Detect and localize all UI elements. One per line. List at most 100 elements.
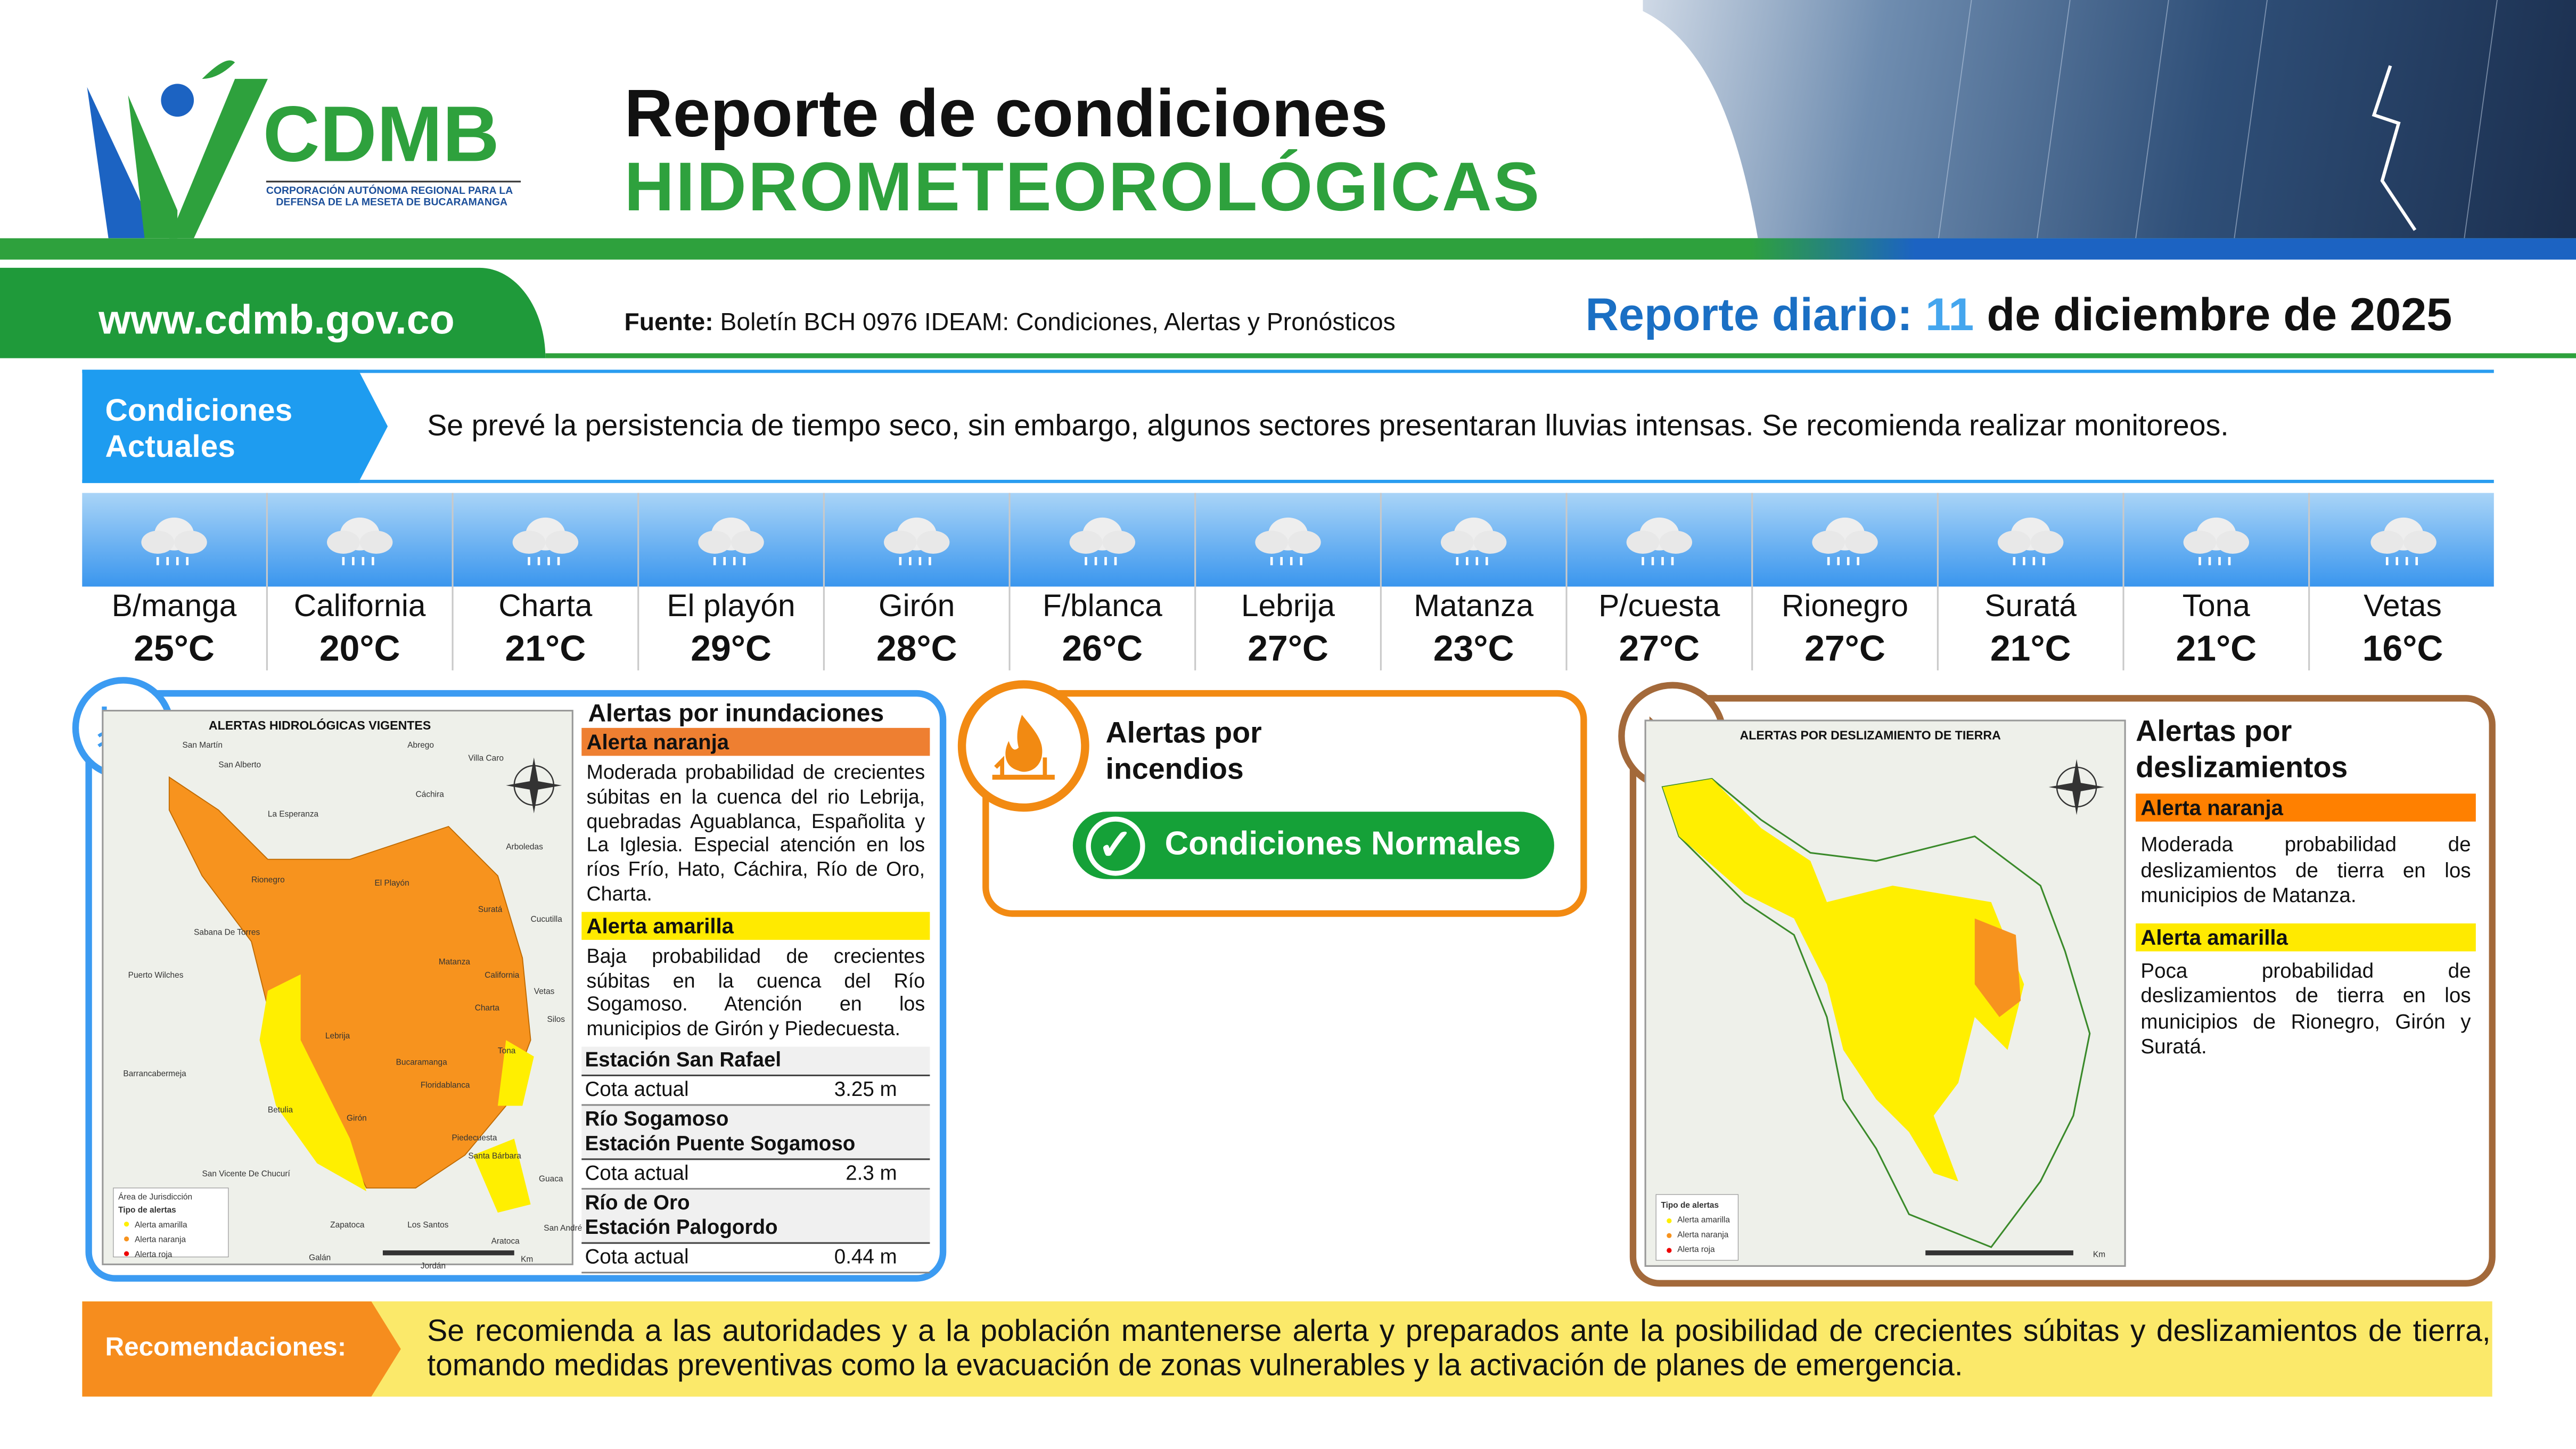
map-place-label: Abrego <box>407 741 434 751</box>
rain-cloud-icon <box>1382 493 1566 587</box>
orange-alert-label: Alerta naranja <box>581 727 930 756</box>
website-link[interactable]: www.cdmb.gov.co <box>0 267 546 358</box>
map-place-label: Tona <box>497 1046 516 1057</box>
storm-banner-image <box>1643 0 2576 239</box>
rain-cloud-icon <box>1939 493 2123 587</box>
map-place-label: Los Santos <box>407 1221 449 1231</box>
map-place-label: Piedecuesta <box>452 1133 497 1144</box>
rain-cloud-icon <box>2310 493 2496 587</box>
yellow-alert-label: Alerta amarilla <box>2136 922 2476 951</box>
town-temperature: 29°C <box>691 627 772 669</box>
rain-cloud-icon <box>1753 493 1937 587</box>
rain-cloud-icon <box>1196 493 1380 587</box>
rain-cloud-icon <box>268 493 452 587</box>
legend-type-label: Tipo de alertas <box>1661 1201 1719 1211</box>
town-temperature: 21°C <box>505 627 586 669</box>
map-place-label: Girón <box>347 1114 367 1124</box>
town-temperature: 25°C <box>134 627 215 669</box>
subheader-divider <box>545 353 2576 358</box>
legend-yellow-label: Alerta amarilla <box>135 1221 187 1231</box>
map-place-label: Galán <box>309 1254 331 1264</box>
town-temperature: 27°C <box>1248 627 1328 669</box>
map-place-label: San Andrés <box>544 1224 587 1234</box>
rain-cloud-icon <box>825 493 1009 587</box>
station-level-row: Cota actual 3.25 m <box>581 1076 930 1106</box>
conditions-text: Se prevé la persistencia de tiempo seco,… <box>427 409 2229 442</box>
checkmark-icon: ✓ <box>1086 815 1145 875</box>
station-name: Estación San Rafael <box>581 1046 930 1076</box>
rain-cloud-icon <box>1568 493 1752 587</box>
flood-map-shapes <box>113 757 562 1258</box>
town-temperature: 20°C <box>319 627 400 669</box>
rain-cloud-icon <box>82 493 266 587</box>
lightning-icon <box>1938 0 2498 239</box>
page-title: Reporte de condiciones <box>624 75 1388 151</box>
landslide-alerts-info: Alertas por deslizamientos Alerta naranja… <box>2136 713 2476 1069</box>
logo-figure-icon <box>87 60 268 239</box>
header-background <box>0 0 1758 247</box>
yellow-alert-text: Poca probabilidad de deslizamientos de t… <box>2140 959 2471 1059</box>
map-place-label: La Esperanza <box>267 810 319 820</box>
map-place-label: Matanza <box>438 957 471 968</box>
map-place-label: San Alberto <box>218 760 261 771</box>
fire-alerts-title: Alertas por incendios <box>1105 716 1262 785</box>
legend-orange-label: Alerta naranja <box>135 1235 186 1246</box>
flood-alerts-info: Alertas por inundaciones Alerta naranja … <box>581 700 930 1274</box>
map-place-label: Vetas <box>534 987 555 997</box>
map-place-label: San Martín <box>182 741 223 751</box>
weather-cell: Charta 21°C <box>454 493 639 670</box>
town-name: Tona <box>2182 590 2250 625</box>
map-place-label: Charta <box>474 1004 500 1014</box>
landslide-alerts-title: Alertas por deslizamientos <box>2136 715 2348 784</box>
flood-alerts-panel <box>85 690 947 1282</box>
legend-type-label: Tipo de alertas <box>118 1206 176 1216</box>
flood-map-title: ALERTAS HIDROLÓGICAS VIGENTES <box>208 718 431 733</box>
map-place-label: Silos <box>547 1015 565 1026</box>
station-level-row: Cota actual 0.44 m <box>581 1244 930 1274</box>
recommendations-bar <box>82 1301 2492 1397</box>
map-place-label: California <box>485 971 520 981</box>
flood-alerts-title: Alertas por inundaciones <box>588 700 884 728</box>
station-name: Río Sogamoso Estación Puente Sogamoso <box>581 1106 930 1160</box>
weather-cell: Girón 28°C <box>825 493 1011 670</box>
map-place-label: Aratoca <box>491 1237 520 1247</box>
town-temperature: 21°C <box>2176 627 2257 669</box>
weather-cell: F/blanca 26°C <box>1011 493 1196 670</box>
weather-cell: Matanza 23°C <box>1382 493 1568 670</box>
town-name: California <box>293 590 426 625</box>
map-place-label: Floridablanca <box>420 1081 470 1091</box>
weather-cell: Vetas 16°C <box>2310 493 2496 670</box>
legend-red-label: Alerta roja <box>135 1250 173 1260</box>
map-place-label: El Playón <box>374 879 409 889</box>
town-temperature: 26°C <box>1062 627 1143 669</box>
weather-cell: Lebrija 27°C <box>1196 493 1382 670</box>
map-place-label: Zapatoca <box>330 1221 365 1231</box>
legend-orange-label: Alerta naranja <box>1677 1231 1729 1241</box>
report-date: Reporte diario: 11 de diciembre de 2025 <box>1585 289 2452 340</box>
fire-icon <box>957 680 1089 812</box>
source-text: Fuente: Boletín BCH 0976 IDEAM: Condicio… <box>624 309 1396 337</box>
map-place-label: San Vicente De Chucurí <box>202 1169 290 1180</box>
town-temperature: 27°C <box>1619 627 1700 669</box>
station-level-row: Cota actual 2.3 m <box>581 1160 930 1190</box>
town-name: Vetas <box>2364 590 2442 625</box>
town-name: Girón <box>879 590 955 625</box>
map-place-label: Cáchira <box>415 790 444 800</box>
map-place-label: Arboledas <box>506 842 543 853</box>
legend-yellow-label: Alerta amarilla <box>1677 1216 1730 1226</box>
header-divider-blue <box>1750 238 2576 260</box>
town-name: P/cuesta <box>1598 590 1720 625</box>
map-place-label: Santa Bárbara <box>468 1151 521 1162</box>
town-name: Suratá <box>1984 590 2077 625</box>
town-temperature: 16°C <box>2362 627 2443 669</box>
town-name: El playón <box>667 590 795 625</box>
weather-cell: Rionegro 27°C <box>1753 493 1939 670</box>
orange-alert-text: Moderada probabilidad de deslizamientos … <box>2140 833 2471 907</box>
rain-cloud-icon <box>2124 493 2309 587</box>
rain-cloud-icon <box>454 493 638 587</box>
landslide-map-shapes <box>1655 759 2105 1261</box>
logo-text: CDMB <box>262 92 499 179</box>
scale-unit-label: Km <box>2093 1250 2106 1260</box>
station-name: Río de Oro Estación Palogordo <box>581 1189 930 1244</box>
yellow-alert-text: Baja probabilidad de crecientes súbitas … <box>586 944 925 1041</box>
